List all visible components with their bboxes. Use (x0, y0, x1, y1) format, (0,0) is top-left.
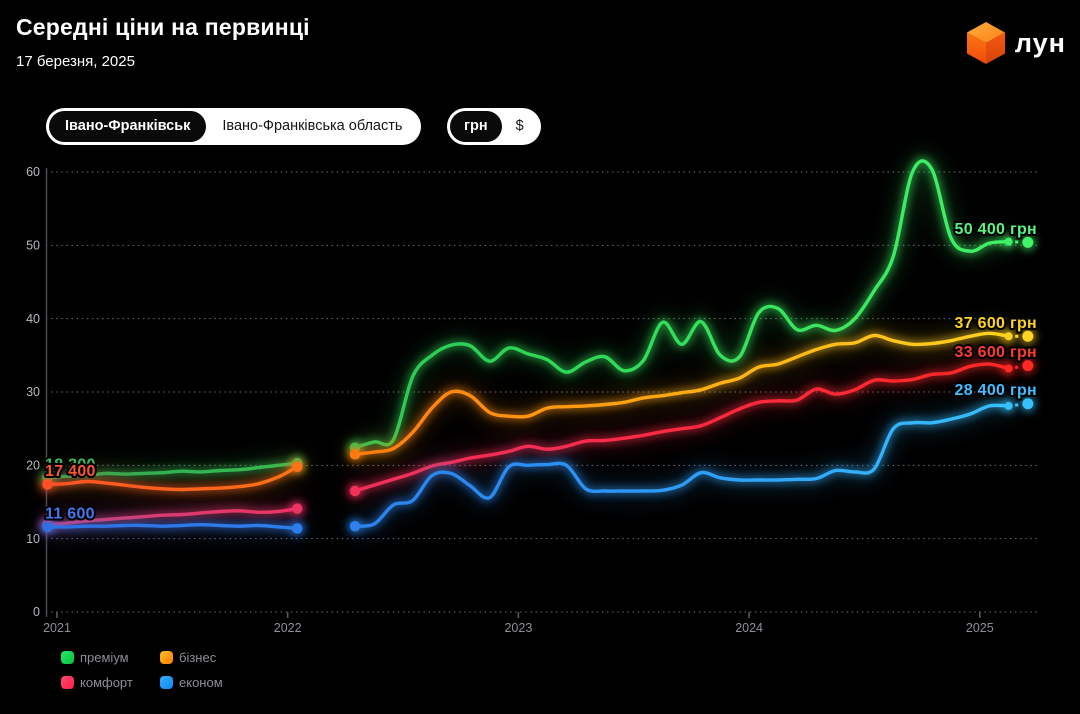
series-start-label-ekonom: 11 600 (45, 505, 95, 522)
series-biznes: 17 400 37 600 грн (39, 313, 1039, 498)
series-start-label-biznes: 17 400 (45, 463, 96, 480)
x-axis-tick: 2025 (966, 621, 994, 635)
series-ekonom: 11 600 28 400 грн (39, 380, 1039, 537)
toggle-location-option-0[interactable]: Івано-Франківськ (49, 111, 207, 142)
series-end-label-biznes: 37 600 грн (955, 315, 1037, 332)
legend-item-ekonom[interactable]: економ (160, 675, 223, 690)
y-axis-tick: 30 (26, 385, 40, 399)
legend-label-ekonom: економ (179, 675, 223, 690)
series-komfort: 33 600 грн (39, 342, 1039, 533)
legend-label-biznes: бізнес (179, 650, 217, 665)
x-axis-tick: 2023 (504, 621, 532, 635)
legend-swatch-ekonom-icon (160, 676, 173, 689)
axes: 0 10 20 30 40 50 60 2021 2022 2023 2024 2025 (26, 165, 1038, 635)
y-axis-tick: 10 (26, 532, 40, 546)
page-date: 17 березня, 2025 (16, 53, 135, 70)
x-axis-tick: 2021 (43, 621, 71, 635)
legend-item-biznes[interactable]: бізнес (160, 650, 223, 665)
y-axis-tick: 40 (26, 312, 40, 326)
y-axis-tick: 20 (26, 459, 40, 473)
legend-swatch-biznes-icon (160, 651, 173, 664)
chart-legend: преміум бізнес комфорт економ (61, 650, 223, 690)
series-end-label-premium: 50 400 грн (955, 221, 1037, 238)
series-end-label-komfort: 33 600 грн (955, 344, 1037, 361)
series-end-label-ekonom: 28 400 грн (955, 382, 1037, 399)
location-toggle: Івано-Франківськ Івано-Франківська облас… (46, 108, 422, 145)
legend-item-premium[interactable]: преміум (61, 650, 160, 665)
logo-text: лун (1014, 27, 1066, 58)
series-start-label-premium: 18 300 (45, 456, 96, 473)
y-axis-tick: 60 (26, 165, 40, 179)
x-axis-tick: 2024 (735, 621, 763, 635)
toggle-currency-option-1[interactable]: $ (515, 118, 524, 134)
logo-cube-icon (966, 22, 1005, 64)
y-axis-tick: 0 (33, 605, 40, 619)
legend-swatch-komfort-icon (61, 676, 74, 689)
logo: лун (966, 21, 1066, 65)
page-title: Середні ціни на первинці (16, 14, 310, 40)
legend-label-premium: преміум (80, 650, 129, 665)
legend-swatch-premium-icon (61, 651, 74, 664)
legend-label-komfort: комфорт (80, 675, 133, 690)
toggle-currency-option-0[interactable]: грн (450, 111, 502, 142)
toggle-location-option-1[interactable]: Івано-Франківська область (222, 118, 403, 134)
currency-toggle: грн $ (447, 108, 541, 145)
legend-item-komfort[interactable]: комфорт (61, 675, 160, 690)
x-axis-tick: 2022 (274, 621, 302, 635)
y-axis-tick: 50 (26, 239, 40, 253)
